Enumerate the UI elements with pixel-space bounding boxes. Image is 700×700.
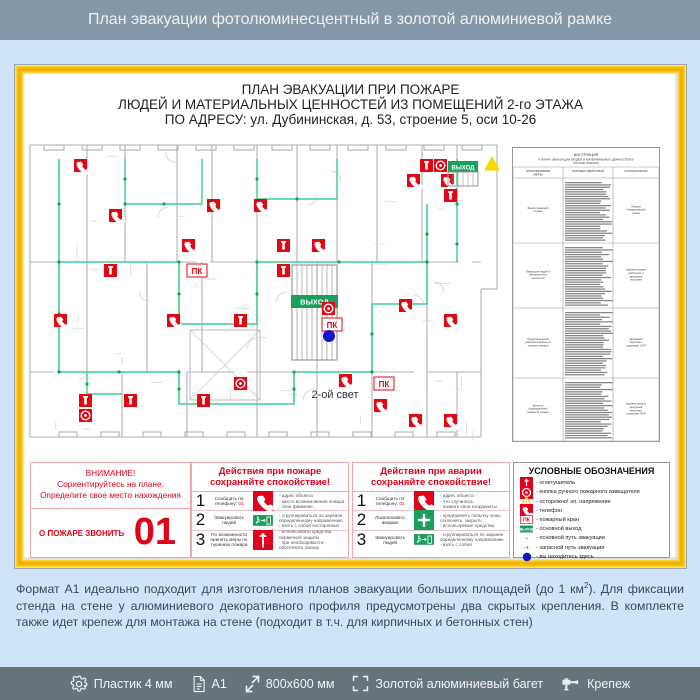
svg-text:пожарной охраны: пожарной охраны [527, 410, 549, 414]
svg-text:ПК: ПК [327, 321, 338, 330]
svg-text:пожар: пожар [632, 212, 640, 215]
svg-text:СЛУЧАЕ ПОЖАРА: СЛУЧАЕ ПОЖАРА [573, 161, 599, 165]
svg-text:2-ой свет: 2-ой свет [311, 389, 358, 401]
svg-text:охранники ЧОП: охранники ЧОП [626, 412, 646, 416]
svg-text:охранники ЧОП: охранники ЧОП [626, 343, 646, 347]
svg-text:ПОРЯДОК ДЕЙСТВИЙ: ПОРЯДОК ДЕЙСТВИЙ [572, 169, 604, 173]
svg-text:ИНСТРУКЦИЯ: ИНСТРУКЦИЯ [574, 153, 599, 157]
svg-text:персонал: персонал [630, 279, 642, 282]
svg-text:тушение пожара: тушение пожара [528, 344, 549, 347]
svg-text:ценностей: ценностей [531, 276, 545, 280]
svg-text:ПК: ПК [192, 267, 203, 276]
svg-text:охраны: охраны [533, 210, 542, 213]
svg-text:ВЫХОД: ВЫХОД [520, 528, 533, 532]
svg-text:МЕРЫ: МЕРЫ [533, 172, 543, 176]
svg-text:ПК: ПК [379, 380, 390, 389]
svg-text:ИСПОЛНИТЕЛИ: ИСПОЛНИТЕЛИ [624, 169, 647, 173]
svg-text:ВЫХОД: ВЫХОД [452, 166, 476, 172]
